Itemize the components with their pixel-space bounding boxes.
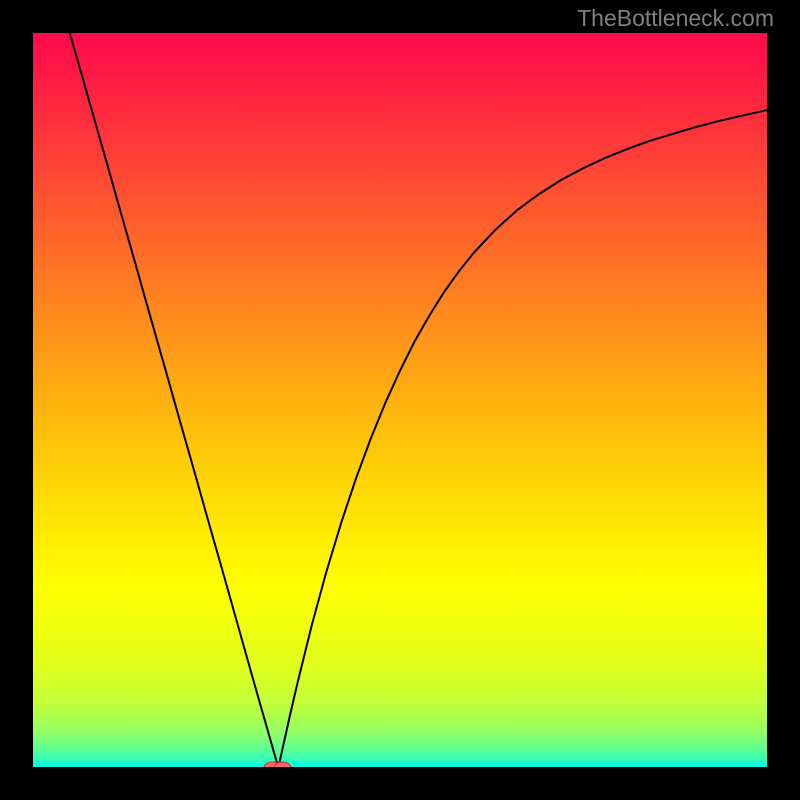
curve-line: [70, 33, 767, 767]
bottleneck-curve: [33, 33, 767, 767]
plot-area: [33, 33, 767, 767]
chart-container: TheBottleneck.com: [0, 0, 800, 800]
watermark-text: TheBottleneck.com: [577, 5, 774, 32]
